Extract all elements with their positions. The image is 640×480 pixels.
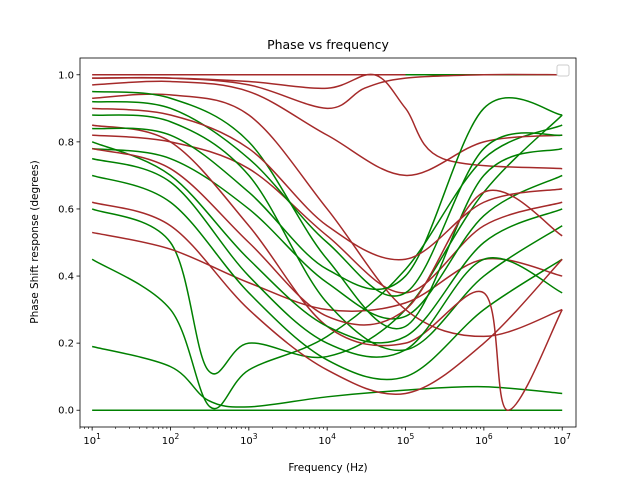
plot-frame [79,57,577,428]
y-tick-label: 0.8 [58,137,74,148]
series-line-11 [92,93,563,338]
series-line-7 [92,134,563,294]
series-line-17 [91,141,563,344]
series-line-20 [91,147,563,326]
series-line-21 [92,96,563,291]
series-line-10 [92,114,563,352]
y-axis-label: Phase Shift response (degrees) [29,160,41,323]
series-line-12 [91,174,563,381]
series-line-3 [91,345,563,408]
series-line-16 [91,124,563,411]
series-line-23 [91,157,563,358]
x-axis-ticks: 101 102 103 104 105 106 107 [79,427,571,447]
series-line-9 [92,80,563,177]
series-layer [91,73,563,411]
x-tick-label: 103 [240,432,258,447]
chart-title: Phase vs frequency [267,37,389,52]
x-tick-label: 107 [553,432,571,447]
x-axis-label: Frequency (Hz) [288,462,367,474]
y-axis-ticks: 0.0 0.2 0.4 0.6 0.8 1.0 [58,70,80,417]
series-line-8 [92,147,563,320]
series-line-19 [92,100,563,297]
series-line-5 [91,114,563,375]
legend-box [556,64,570,77]
y-tick-label: 0.6 [58,204,74,215]
x-tick-label: 102 [162,432,180,447]
y-tick-label: 1.0 [58,70,74,81]
series-line-18 [91,201,563,396]
x-tick-label: 106 [475,432,493,447]
series-line-22 [92,107,563,261]
x-tick-label: 104 [318,432,336,447]
series-line-14 [92,73,563,170]
y-tick-label: 0.0 [58,406,74,417]
y-tick-label: 0.2 [58,339,74,350]
x-tick-label: 101 [83,432,101,447]
x-tick-label: 105 [397,432,415,447]
series-line-15 [92,90,563,330]
y-tick-label: 0.4 [58,272,74,283]
